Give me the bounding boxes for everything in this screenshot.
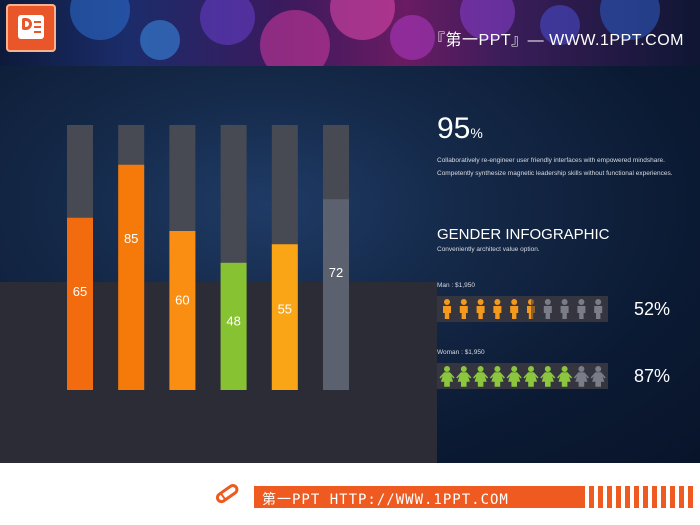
man-icon-strip xyxy=(437,296,608,322)
man-icon xyxy=(493,299,502,319)
woman-icon-strip xyxy=(437,363,608,389)
footer-stripe xyxy=(652,486,657,508)
footer-stripe xyxy=(607,486,612,508)
woman-icon xyxy=(590,366,606,387)
woman-icon xyxy=(489,366,505,387)
infographic-subtitle: Conveniently architect value option. xyxy=(437,246,540,253)
woman-icon xyxy=(540,366,556,387)
bokeh-light xyxy=(390,15,435,60)
bar-value-label: 60 xyxy=(175,293,189,308)
man-label: Man : $1,950 xyxy=(437,282,475,289)
man-icon xyxy=(594,299,603,319)
man-icon xyxy=(443,299,451,319)
woman-percent: 87% xyxy=(634,366,671,386)
woman-icon xyxy=(506,366,522,387)
man-icon xyxy=(543,299,552,319)
woman-label: Woman : $1,950 xyxy=(437,349,485,356)
bar xyxy=(220,262,247,390)
man-icon xyxy=(476,299,485,319)
man-icon xyxy=(577,299,586,319)
footer-url[interactable]: 第一PPT HTTP://WWW.1PPT.COM xyxy=(262,492,509,508)
footer-stripe xyxy=(688,486,693,508)
woman-icon xyxy=(439,366,455,387)
woman-icon xyxy=(473,366,489,387)
infographic-title: GENDER INFOGRAPHIC xyxy=(437,226,610,243)
bar-chart: 65 85 60 48 55 72 xyxy=(67,125,349,390)
man-icon xyxy=(510,299,519,319)
banner-title: 『第一PPT』— WWW.1PPT.COM xyxy=(429,32,684,49)
bar-value-label: 55 xyxy=(278,301,292,316)
bar xyxy=(169,231,196,390)
bokeh-light xyxy=(200,0,255,45)
man-icon xyxy=(560,299,569,319)
footer-stripe xyxy=(643,486,648,508)
footer-stripe xyxy=(598,486,603,508)
footer-stripe xyxy=(634,486,639,508)
footer-stripe xyxy=(589,486,594,508)
top-banner: 『第一PPT』— WWW.1PPT.COM xyxy=(0,0,700,66)
woman-icon xyxy=(456,366,472,387)
stat-description-line-1: Collaboratively re-engineer user friendl… xyxy=(437,157,665,164)
man-percent: 52% xyxy=(634,299,671,319)
footer-stripe xyxy=(661,486,666,508)
pen-icon xyxy=(215,484,239,504)
stat-unit: % xyxy=(470,125,483,141)
footer-stripes xyxy=(589,486,695,508)
bar-value-label: 85 xyxy=(124,231,138,246)
bokeh-light xyxy=(540,5,580,45)
man-icon xyxy=(527,298,538,320)
footer-stripe xyxy=(670,486,675,508)
bar-value-label: 72 xyxy=(329,265,343,280)
bokeh-light xyxy=(260,10,330,66)
ppt-logo-icon xyxy=(6,4,56,52)
footer-stripe xyxy=(625,486,630,508)
woman-icon xyxy=(523,366,539,387)
bar-value-label: 65 xyxy=(73,284,87,299)
bar xyxy=(118,164,145,390)
woman-icon xyxy=(557,366,573,387)
footer-stripe xyxy=(616,486,621,508)
stat-value: 95% xyxy=(437,112,483,145)
bokeh-light xyxy=(140,20,180,60)
footer-bar xyxy=(254,486,585,508)
bar xyxy=(271,244,298,390)
stat-description-line-2: Competently synthesize magnetic leadersh… xyxy=(437,170,673,177)
footer-stripe xyxy=(679,486,684,508)
bar xyxy=(67,217,93,390)
bar-value-label: 48 xyxy=(226,313,240,328)
woman-icon xyxy=(573,366,589,387)
man-icon xyxy=(459,299,468,319)
bar xyxy=(323,199,349,390)
